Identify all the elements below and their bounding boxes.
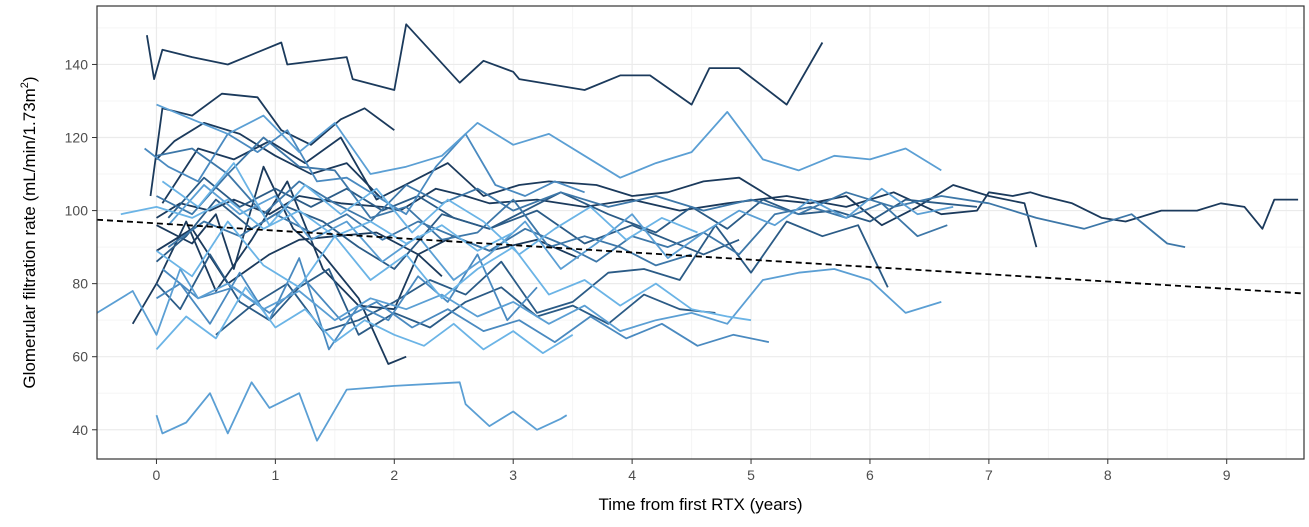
y-axis-title-main: Glomerular filtration rate (mL/min/1.73m xyxy=(20,88,39,388)
y-tick-label: 80 xyxy=(72,276,88,292)
patient-line-9 xyxy=(155,198,740,270)
series-lines xyxy=(96,23,1299,442)
trend-layer xyxy=(96,218,1305,295)
patient-line-3 xyxy=(156,187,1299,230)
patient-line-17 xyxy=(156,253,538,351)
x-tick-label: 2 xyxy=(390,467,398,483)
patient-line-24 xyxy=(155,220,752,322)
x-axis-title: Time from first RTX (years) xyxy=(598,495,802,514)
patient-line-23 xyxy=(155,286,574,355)
patient-line-7 xyxy=(161,136,1038,248)
y-axis-title-close: ) xyxy=(20,76,39,82)
y-axis: 40 60 80 100 120 140 xyxy=(65,56,97,438)
grid xyxy=(97,6,1304,459)
y-tick-label: 100 xyxy=(65,203,89,219)
y-tick-label: 60 xyxy=(72,349,88,365)
x-tick-label: 5 xyxy=(747,467,755,483)
patient-line-16 xyxy=(144,129,585,216)
x-axis: 0 1 2 3 4 5 6 7 8 9 xyxy=(153,459,1231,483)
patient-line-6 xyxy=(156,165,407,365)
y-tick-label: 120 xyxy=(65,130,89,146)
patient-line-2 xyxy=(149,92,395,197)
y-axis-title-superscript: 2 xyxy=(19,82,31,88)
patient-line-25 xyxy=(161,162,698,256)
y-axis-title: Glomerular filtration rate (mL/min/1.73m… xyxy=(19,76,39,388)
x-tick-label: 9 xyxy=(1223,467,1231,483)
x-tick-label: 7 xyxy=(985,467,993,483)
y-tick-label: 140 xyxy=(65,56,89,72)
x-tick-label: 0 xyxy=(153,467,161,483)
x-tick-label: 1 xyxy=(271,467,279,483)
patient-line-21 xyxy=(156,103,942,179)
patient-line-26 xyxy=(120,198,514,252)
x-tick-label: 8 xyxy=(1104,467,1112,483)
panel-border xyxy=(96,5,1305,460)
x-tick-label: 3 xyxy=(509,467,517,483)
x-tick-label: 4 xyxy=(628,467,636,483)
patient-line-19 xyxy=(96,268,942,336)
patient-line-11 xyxy=(155,253,716,336)
patient-line-22 xyxy=(167,184,954,281)
y-tick-label: 40 xyxy=(72,422,88,438)
patient-line-20 xyxy=(155,381,568,442)
trend-line xyxy=(96,218,1305,295)
x-tick-label: 6 xyxy=(866,467,874,483)
patient-line-12 xyxy=(215,220,889,336)
patient-line-1 xyxy=(146,23,824,106)
